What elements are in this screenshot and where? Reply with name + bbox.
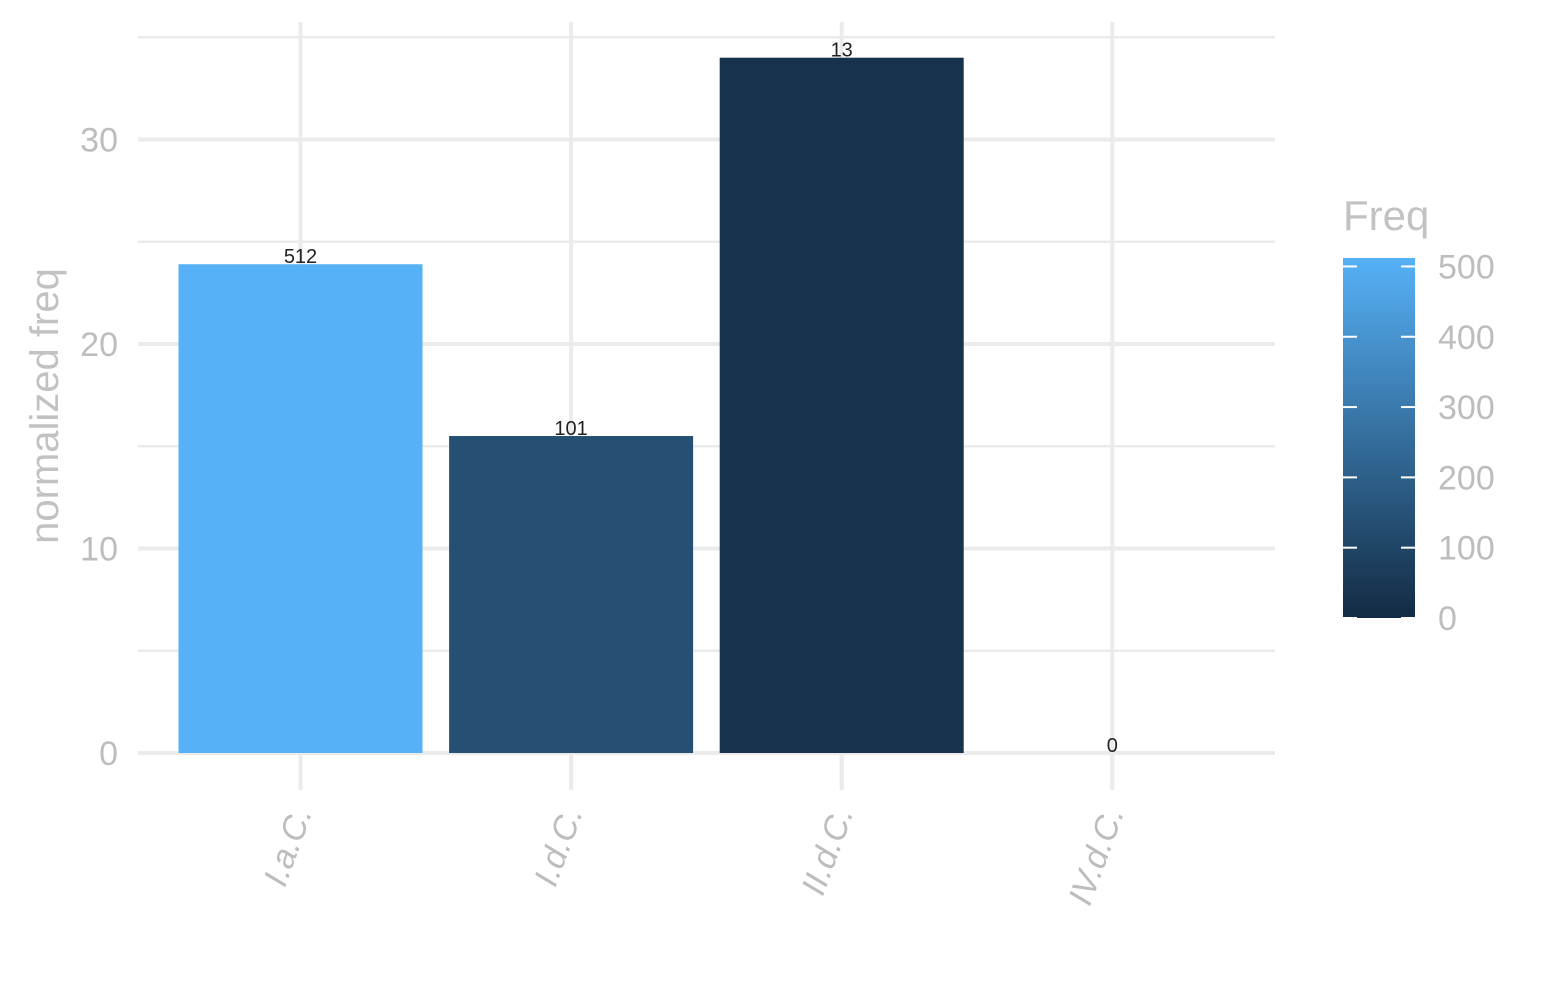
bar-labels: 512 101 13 0	[284, 40, 1118, 757]
y-axis: 0 10 20 30	[80, 122, 118, 774]
bar-0	[178, 264, 423, 753]
y-tick-label: 20	[80, 326, 118, 364]
y-tick-label: 30	[80, 122, 118, 160]
y-axis-title: normalized freq	[23, 268, 67, 544]
legend-ticks: 0 100 200 300 400 500	[1343, 248, 1495, 638]
legend-tick-label: 300	[1438, 389, 1495, 427]
x-tick-label: I.a.C.	[257, 802, 320, 891]
bar-2	[719, 57, 964, 753]
bar-1	[449, 436, 694, 753]
legend-tick-label: 200	[1438, 459, 1495, 497]
legend-tick-label: 0	[1438, 600, 1457, 638]
x-tick-label: IV.d.C.	[1061, 802, 1131, 910]
bar-label-0: 512	[284, 246, 317, 268]
bars	[178, 57, 964, 753]
legend-tick-label: 100	[1438, 530, 1495, 568]
legend-tick-label: 500	[1438, 248, 1495, 286]
legend: Freq 0 100 200 300 400 500	[1343, 192, 1495, 638]
legend-colorbar	[1343, 258, 1415, 618]
x-tick-label: I.d.C.	[527, 802, 590, 891]
bar-label-2: 13	[831, 40, 853, 62]
y-tick-label: 0	[99, 735, 118, 773]
bar-label-1: 101	[554, 418, 587, 440]
legend-title: Freq	[1343, 192, 1429, 239]
x-axis: I.a.C. I.d.C. II.d.C. IV.d.C.	[257, 753, 1132, 910]
legend-tick-label: 400	[1438, 319, 1495, 357]
bar-label-3: 0	[1107, 735, 1118, 757]
x-tick-label: II.d.C.	[794, 802, 861, 900]
y-tick-label: 10	[80, 531, 118, 569]
